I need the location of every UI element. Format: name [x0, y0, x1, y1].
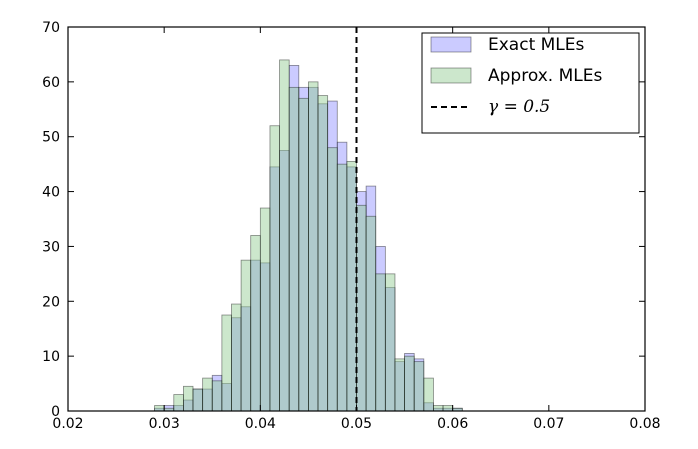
- bar-series1-bin3: [182, 385, 194, 412]
- y-tick-label-7: 70: [42, 20, 60, 36]
- bar-series1-bin10: [250, 235, 261, 412]
- x-tick-label-0: 0.02: [52, 416, 83, 432]
- x-tick-label-1: 0.03: [149, 416, 180, 432]
- bar-series1-bin22: [365, 215, 377, 412]
- x-tick-label-3: 0.05: [341, 416, 372, 432]
- bar-series1-bin30: [442, 405, 454, 412]
- x-tick-label-4: 0.06: [437, 416, 468, 432]
- legend-swatch-1: [430, 67, 472, 84]
- legend: Exact MLEs Approx. MLEs γ = 0.5: [421, 32, 640, 134]
- bar-series1-bin7: [221, 314, 232, 412]
- bar-series1-bin27: [413, 361, 425, 412]
- bar-series1-bin2: [173, 394, 184, 412]
- y-tick-label-2: 20: [42, 294, 60, 310]
- bar-series1-bin16: [308, 81, 319, 412]
- bar-series1-bin4: [192, 388, 204, 412]
- bar-series1-bin18: [327, 147, 338, 412]
- bar-series1-bin19: [336, 163, 348, 412]
- y-tick-label-4: 40: [42, 185, 60, 201]
- bar-series1-bin17: [317, 95, 329, 412]
- bar-series1-bin24: [384, 273, 396, 412]
- bar-series1-bin9: [240, 259, 252, 412]
- bar-series1-bin26: [404, 355, 415, 412]
- legend-box: [421, 32, 640, 134]
- y-tick-label-0: 0: [51, 404, 60, 420]
- legend-label-1: Approx. MLEs: [488, 66, 602, 86]
- bar-series1-bin14: [288, 86, 300, 412]
- bar-series1-bin8: [231, 303, 242, 412]
- bar-series1-bin25: [394, 358, 405, 412]
- bar-series1-bin5: [202, 377, 213, 412]
- bar-series1-bin28: [423, 377, 434, 412]
- x-tick-label-5: 0.07: [533, 416, 564, 432]
- y-tick-label-5: 50: [42, 130, 60, 146]
- bar-series1-bin23: [375, 273, 386, 412]
- legend-label-0: Exact MLEs: [488, 35, 585, 55]
- bar-series1-bin12: [269, 125, 280, 412]
- legend-swatch-0: [430, 36, 472, 53]
- bar-series1-bin6: [211, 380, 223, 412]
- x-tick-label-6: 0.08: [629, 416, 660, 432]
- bar-series1-bin13: [279, 59, 290, 412]
- bars-layer: [154, 59, 463, 412]
- ticks-layer: 0.02 0.03 0.04 0.05 0.06 0.07 0.08 0 10 20 30 40 50 6…: [42, 20, 660, 432]
- bar-series1-bin29: [433, 405, 444, 412]
- bar-series1-bin15: [298, 97, 309, 412]
- bar-series1-bin11: [259, 207, 271, 412]
- bar-series1-bin21: [356, 204, 367, 412]
- y-tick-label-3: 30: [42, 239, 60, 255]
- legend-label-reference: γ = 0.5: [488, 97, 550, 117]
- bar-series1-bin0: [154, 405, 165, 412]
- y-tick-label-1: 10: [42, 349, 60, 365]
- y-tick-label-6: 60: [42, 75, 60, 91]
- bar-series1-bin20: [346, 160, 357, 412]
- x-tick-label-2: 0.04: [245, 416, 276, 432]
